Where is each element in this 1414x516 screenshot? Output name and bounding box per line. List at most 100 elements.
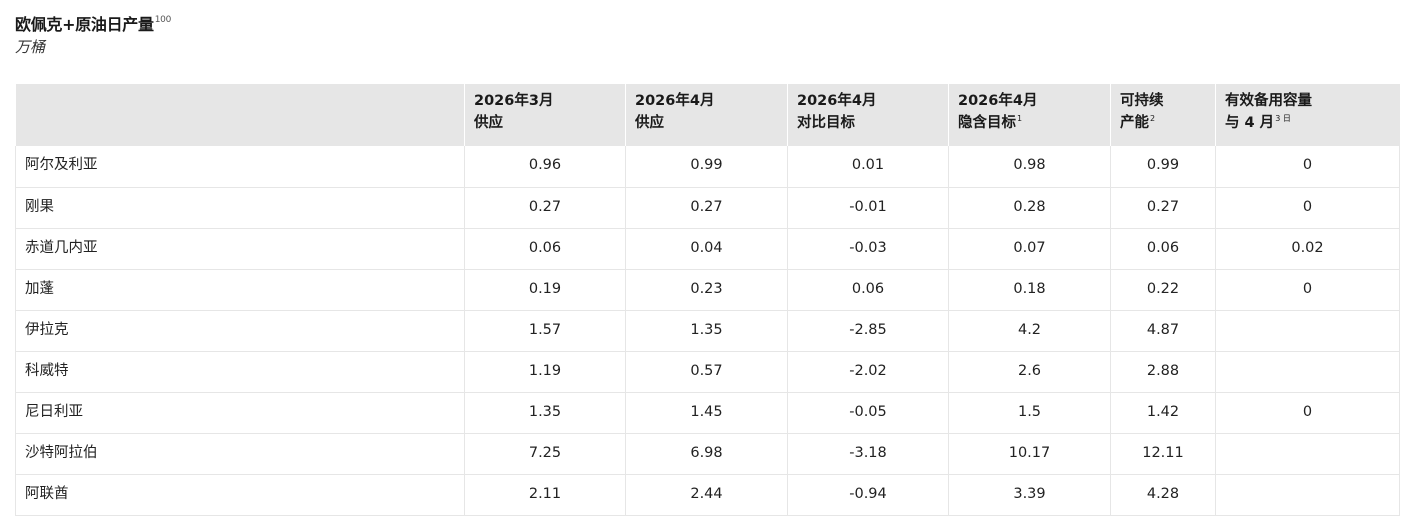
cell-country: 伊拉克	[15, 310, 465, 352]
cell-capacity: 1.42	[1110, 392, 1216, 434]
table-row: 刚果 0.27 0.27 -0.01 0.28 0.27 0	[15, 187, 1400, 229]
cell-capacity: 0.22	[1110, 269, 1216, 311]
table-body: 阿尔及利亚 0.96 0.99 0.01 0.98 0.99 0 刚果 0.27 0.27 -0.0…	[15, 146, 1400, 516]
column-header-line2: 对比目标	[797, 110, 948, 132]
cell-apr-supply: 0.23	[625, 269, 788, 311]
column-header-line2-text: 对比目标	[797, 115, 855, 131]
footnote-ref: 1	[1017, 114, 1023, 123]
header-vs-target: 2026年4月 对比目标	[787, 84, 949, 146]
header-mar-supply: 2026年3月 供应	[464, 84, 626, 146]
table-row: 尼日利亚 1.35 1.45 -0.05 1.5 1.42 0	[15, 392, 1400, 434]
cell-capacity: 12.11	[1110, 433, 1216, 475]
cell-spare	[1215, 310, 1400, 352]
header-implied-target: 2026年4月 隐含目标1	[948, 84, 1111, 146]
cell-apr-supply: 0.27	[625, 187, 788, 229]
cell-mar-supply: 2.11	[464, 474, 626, 516]
cell-mar-supply: 1.57	[464, 310, 626, 352]
cell-spare: 0	[1215, 146, 1400, 188]
cell-mar-supply: 1.35	[464, 392, 626, 434]
cell-implied-target: 10.17	[948, 433, 1111, 475]
cell-vs-target: -0.94	[787, 474, 949, 516]
cell-mar-supply: 7.25	[464, 433, 626, 475]
cell-country: 刚果	[15, 187, 465, 229]
cell-implied-target: 4.2	[948, 310, 1111, 352]
cell-mar-supply: 0.96	[464, 146, 626, 188]
column-header-line2-text: 供应	[635, 115, 664, 131]
cell-vs-target: 0.06	[787, 269, 949, 311]
table-row: 伊拉克 1.57 1.35 -2.85 4.2 4.87	[15, 310, 1400, 352]
cell-spare	[1215, 351, 1400, 393]
cell-implied-target: 0.07	[948, 228, 1111, 270]
column-header-line1: 2026年4月	[958, 93, 1038, 109]
cell-country: 科威特	[15, 351, 465, 393]
cell-apr-supply: 1.35	[625, 310, 788, 352]
cell-vs-target: 0.01	[787, 146, 949, 188]
cell-vs-target: -0.01	[787, 187, 949, 229]
cell-apr-supply: 0.57	[625, 351, 788, 393]
cell-country: 阿联酋	[15, 474, 465, 516]
cell-capacity: 0.27	[1110, 187, 1216, 229]
cell-capacity: 0.99	[1110, 146, 1216, 188]
column-header-line1: 2026年4月	[797, 93, 877, 109]
column-header-line2: 与 4 月3 日	[1225, 110, 1400, 132]
cell-country: 加蓬	[15, 269, 465, 311]
table-header-row: 2026年3月 供应 2026年4月 供应 2026年4月 对比目标 2026年4月 隐含目标…	[15, 84, 1400, 146]
cell-spare: 0	[1215, 392, 1400, 434]
header-capacity: 可持续 产能2	[1110, 84, 1216, 146]
column-header-line2: 供应	[635, 110, 787, 132]
column-header-line2-text: 隐含目标	[958, 115, 1016, 131]
cell-capacity: 4.28	[1110, 474, 1216, 516]
column-header-line2: 产能2	[1120, 110, 1215, 132]
footnote-ref: 3 日	[1275, 114, 1291, 123]
column-header-line1: 有效备用容量	[1225, 93, 1312, 109]
cell-apr-supply: 0.99	[625, 146, 788, 188]
column-header-line1: 可持续	[1120, 93, 1164, 109]
column-header-line2-text: 供应	[474, 115, 503, 131]
unit-label: 万桶	[15, 38, 46, 56]
cell-spare: 0	[1215, 187, 1400, 229]
cell-implied-target: 1.5	[948, 392, 1111, 434]
table-row: 沙特阿拉伯 7.25 6.98 -3.18 10.17 12.11	[15, 433, 1400, 475]
column-header-line1: 2026年4月	[635, 93, 715, 109]
cell-country: 阿尔及利亚	[15, 146, 465, 188]
production-table: 2026年3月 供应 2026年4月 供应 2026年4月 对比目标 2026年4月 隐含目标…	[15, 84, 1400, 516]
table-row: 阿联酋 2.11 2.44 -0.94 3.39 4.28	[15, 474, 1400, 516]
header-country	[15, 84, 465, 146]
column-header-line2: 隐含目标1	[958, 110, 1110, 132]
cell-spare	[1215, 474, 1400, 516]
column-header-line2-text: 与 4 月	[1225, 115, 1275, 131]
cell-mar-supply: 1.19	[464, 351, 626, 393]
column-header-line1: 2026年3月	[474, 93, 554, 109]
cell-apr-supply: 6.98	[625, 433, 788, 475]
cell-vs-target: -2.02	[787, 351, 949, 393]
cell-mar-supply: 0.27	[464, 187, 626, 229]
cell-mar-supply: 0.06	[464, 228, 626, 270]
column-header-line2-text: 产能	[1120, 115, 1149, 131]
column-header-line2	[25, 93, 465, 115]
table-row: 阿尔及利亚 0.96 0.99 0.01 0.98 0.99 0	[15, 146, 1400, 188]
cell-country: 沙特阿拉伯	[15, 433, 465, 475]
cell-apr-supply: 2.44	[625, 474, 788, 516]
cell-mar-supply: 0.19	[464, 269, 626, 311]
cell-implied-target: 3.39	[948, 474, 1111, 516]
table-row: 加蓬 0.19 0.23 0.06 0.18 0.22 0	[15, 269, 1400, 311]
page-title: 欧佩克+原油日产量100	[15, 9, 171, 36]
cell-capacity: 2.88	[1110, 351, 1216, 393]
cell-vs-target: -0.03	[787, 228, 949, 270]
cell-country: 赤道几内亚	[15, 228, 465, 270]
cell-capacity: 0.06	[1110, 228, 1216, 270]
cell-apr-supply: 1.45	[625, 392, 788, 434]
cell-vs-target: -0.05	[787, 392, 949, 434]
cell-vs-target: -2.85	[787, 310, 949, 352]
cell-spare: 0	[1215, 269, 1400, 311]
cell-implied-target: 0.98	[948, 146, 1111, 188]
cell-vs-target: -3.18	[787, 433, 949, 475]
footnote-ref: 2	[1150, 114, 1156, 123]
cell-apr-supply: 0.04	[625, 228, 788, 270]
table-row: 科威特 1.19 0.57 -2.02 2.6 2.88	[15, 351, 1400, 393]
cell-implied-target: 0.28	[948, 187, 1111, 229]
cell-capacity: 4.87	[1110, 310, 1216, 352]
header-apr-supply: 2026年4月 供应	[625, 84, 788, 146]
title-footnote-ref: 100	[154, 15, 172, 25]
column-header-line2: 供应	[474, 110, 625, 132]
